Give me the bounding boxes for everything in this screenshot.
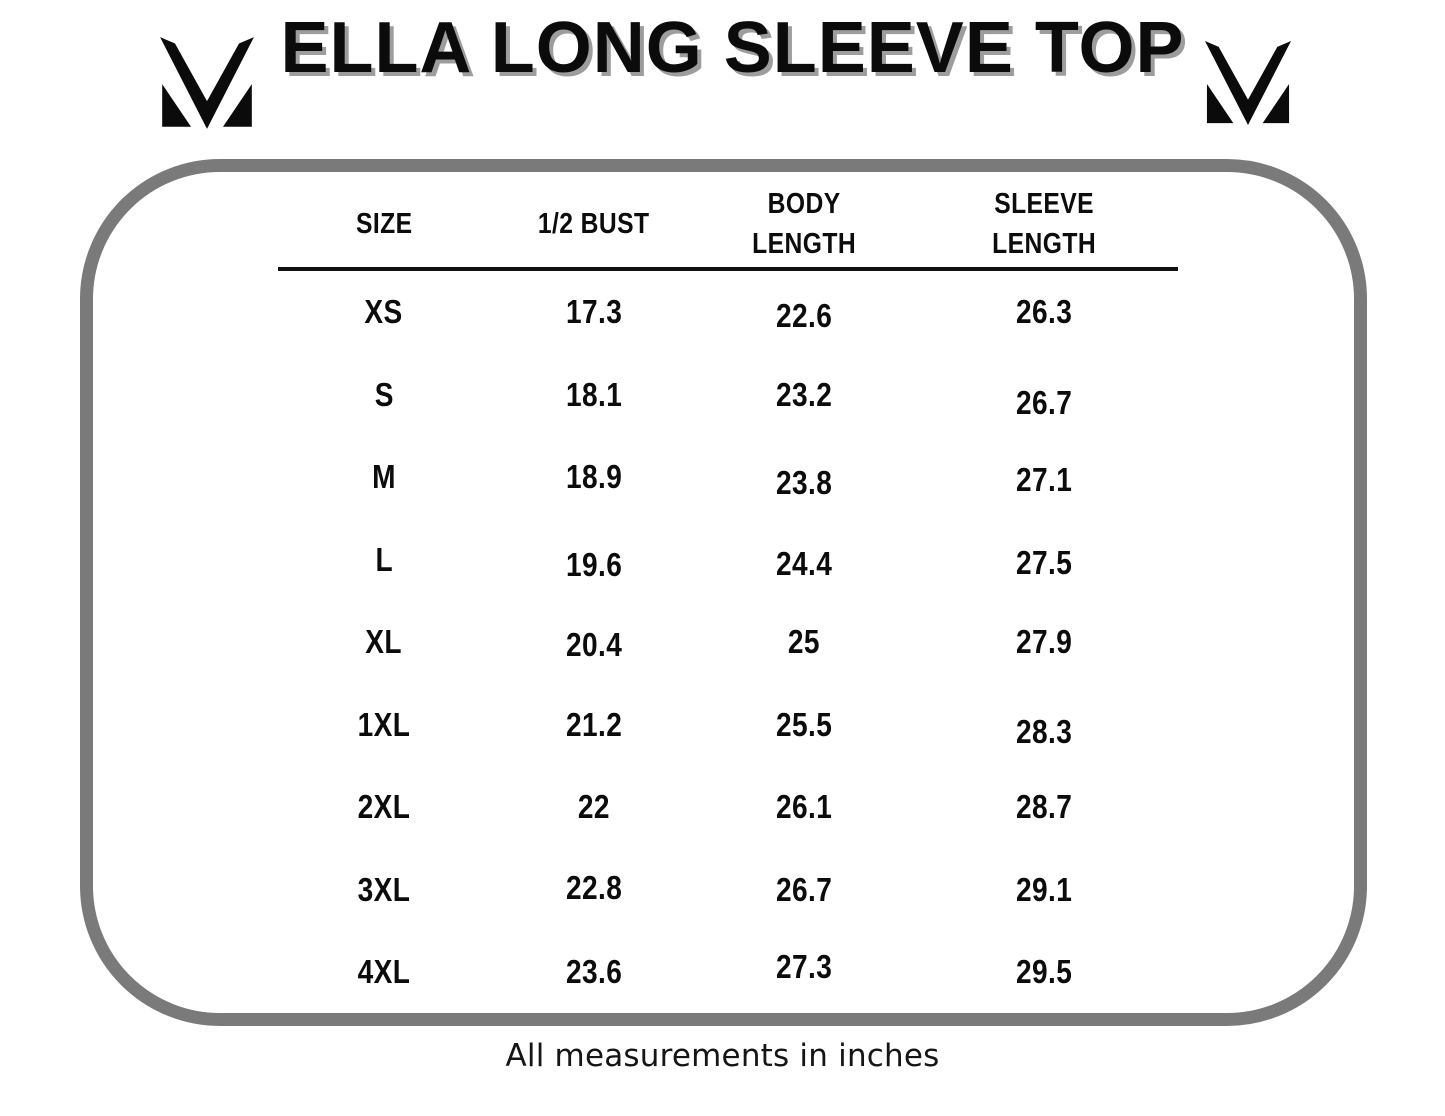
size-label: XL <box>365 623 403 661</box>
table-cell: 18.9 <box>490 436 698 519</box>
half-bust-value: 21.2 <box>565 705 623 743</box>
mv-monogram-icon <box>1199 39 1297 127</box>
table-cell: 19.6 <box>490 519 698 602</box>
sleeve-length-value: 27.9 <box>1015 623 1073 661</box>
table-row: 4XL 23.6 27.3 29.5 <box>278 931 1178 1014</box>
table-row: 2XL 22 26.1 28.7 <box>278 766 1178 849</box>
body-length-value: 25.5 <box>775 705 833 743</box>
sleeve-length-value: 26.3 <box>1015 293 1073 331</box>
table-cell: 27.9 <box>910 601 1178 684</box>
table-body: XS 17.3 22.6 26.3 S 18.1 23.2 26.7 M 18.9 23.8 27.1… <box>278 271 1178 1014</box>
size-label: 3XL <box>357 870 411 908</box>
size-chart-table: SIZE 1/2 BUST BODY LENGTH SLEEVE LENGTH … <box>278 180 1178 1014</box>
column-header-sleeve-length: SLEEVE LENGTH <box>910 184 1178 264</box>
sleeve-length-value: 28.3 <box>1015 712 1073 750</box>
half-bust-value: 19.6 <box>565 545 623 583</box>
table-cell: 18.1 <box>490 354 698 437</box>
title-band: ELLA LONG SLEEVE TOP <box>0 0 1445 150</box>
table-cell: 4XL <box>278 931 490 1014</box>
table-cell: 27.1 <box>910 436 1178 519</box>
table-cell: XS <box>278 271 490 354</box>
table-cell: XL <box>278 601 490 684</box>
table-cell: 23.6 <box>490 931 698 1014</box>
table-cell: 20.4 <box>490 601 698 684</box>
table-cell: 22.8 <box>490 849 698 932</box>
sleeve-length-value: 26.7 <box>1015 383 1073 421</box>
page-title: ELLA LONG SLEEVE TOP <box>280 7 1185 88</box>
table-cell: 25 <box>698 601 910 684</box>
mv-monogram-icon <box>148 35 266 131</box>
table-cell: 26.1 <box>698 766 910 849</box>
half-bust-value: 18.1 <box>565 375 623 413</box>
table-cell: M <box>278 436 490 519</box>
table-cell: 27.3 <box>698 931 910 1014</box>
body-length-value: 25 <box>787 623 821 661</box>
body-length-value: 23.8 <box>775 464 833 502</box>
sleeve-length-value: 29.5 <box>1015 953 1073 991</box>
sleeve-length-value: 27.5 <box>1015 543 1073 581</box>
body-length-value: 26.1 <box>775 788 833 826</box>
sleeve-length-value: 29.1 <box>1015 870 1073 908</box>
table-cell: 29.5 <box>910 931 1178 1014</box>
table-cell: 21.2 <box>490 684 698 767</box>
body-length-value: 26.7 <box>775 870 833 908</box>
sleeve-length-value: 28.7 <box>1015 788 1073 826</box>
body-length-value: 22.6 <box>775 297 833 335</box>
table-row: S 18.1 23.2 26.7 <box>278 354 1178 437</box>
body-length-value: 27.3 <box>775 948 833 986</box>
table-cell: 26.3 <box>910 271 1178 354</box>
size-chart-panel <box>80 159 1367 1026</box>
table-cell: 1XL <box>278 684 490 767</box>
half-bust-value: 23.6 <box>565 953 623 991</box>
table-row: 1XL 21.2 25.5 28.3 <box>278 684 1178 767</box>
table-row: 3XL 22.8 26.7 29.1 <box>278 849 1178 932</box>
table-cell: 26.7 <box>698 849 910 932</box>
table-cell: 23.8 <box>698 436 910 519</box>
table-cell: 23.2 <box>698 354 910 437</box>
table-cell: 27.5 <box>910 519 1178 602</box>
column-header-label: BODY LENGTH <box>752 187 856 260</box>
size-label: 2XL <box>357 788 411 826</box>
table-cell: 17.3 <box>490 271 698 354</box>
body-length-value: 23.2 <box>775 375 833 413</box>
half-bust-value: 18.9 <box>565 458 623 496</box>
table-cell: S <box>278 354 490 437</box>
table-header-row: SIZE 1/2 BUST BODY LENGTH SLEEVE LENGTH <box>278 180 1178 271</box>
table-cell: 2XL <box>278 766 490 849</box>
table-cell: 25.5 <box>698 684 910 767</box>
table-cell: 22 <box>490 766 698 849</box>
half-bust-value: 17.3 <box>565 293 623 331</box>
column-header-label: SLEEVE LENGTH <box>992 187 1096 260</box>
size-label: 1XL <box>357 705 411 743</box>
size-label: XS <box>364 293 404 331</box>
table-row: XL 20.4 25 27.9 <box>278 601 1178 684</box>
table-cell: 26.7 <box>910 354 1178 437</box>
table-cell: 28.7 <box>910 766 1178 849</box>
table-cell: 28.3 <box>910 684 1178 767</box>
table-row: L 19.6 24.4 27.5 <box>278 519 1178 602</box>
column-header-label: 1/2 BUST <box>538 207 650 240</box>
column-header-half-bust: 1/2 BUST <box>490 204 698 244</box>
table-row: XS 17.3 22.6 26.3 <box>278 271 1178 354</box>
column-header-body-length: BODY LENGTH <box>698 184 910 264</box>
size-label: S <box>374 375 394 413</box>
half-bust-value: 22 <box>577 788 611 826</box>
column-header-label: SIZE <box>355 207 413 240</box>
table-cell: 22.6 <box>698 271 910 354</box>
size-label: 4XL <box>357 953 411 991</box>
table-cell: 3XL <box>278 849 490 932</box>
table-cell: 24.4 <box>698 519 910 602</box>
sleeve-length-value: 27.1 <box>1015 461 1073 499</box>
measurement-units-note: All measurements in inches <box>505 1038 940 1074</box>
half-bust-value: 20.4 <box>565 626 623 664</box>
table-cell: 29.1 <box>910 849 1178 932</box>
column-header-size: SIZE <box>278 204 490 244</box>
body-length-value: 24.4 <box>775 544 833 582</box>
half-bust-value: 22.8 <box>565 868 623 906</box>
table-row: M 18.9 23.8 27.1 <box>278 436 1178 519</box>
size-label: M <box>372 458 396 496</box>
size-label: L <box>375 540 393 578</box>
table-cell: L <box>278 519 490 602</box>
